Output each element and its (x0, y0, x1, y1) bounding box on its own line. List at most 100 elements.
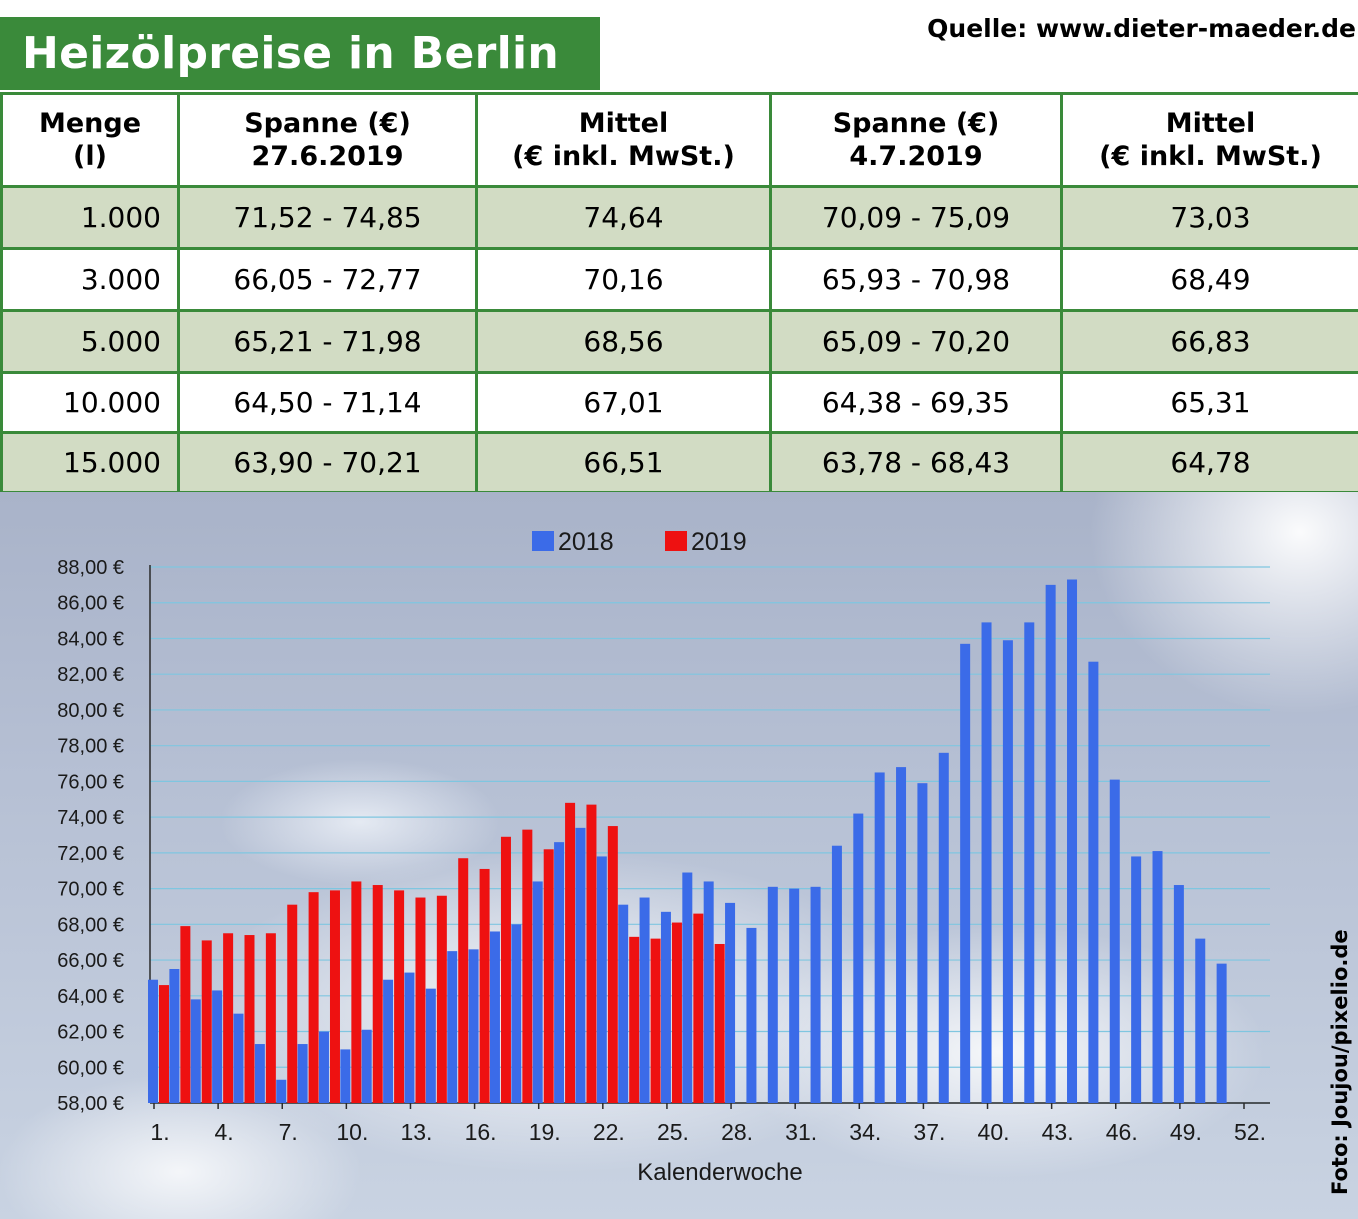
bar-2019-week-24 (650, 938, 661, 1103)
bar-2018-week-3 (190, 999, 201, 1103)
bar-2018-week-44 (1067, 579, 1078, 1103)
cell-mittel-2: 64,78 (1060, 431, 1358, 494)
table-row: 10.000 64,50 - 71,14 67,01 64,38 - 69,35… (0, 371, 1358, 434)
chart-area: 58,00 € 60,00 € 62,00 € 64,00 € 66,00 € 68,00… (0, 492, 1358, 1219)
cell-spanne-2: 65,09 - 70,20 (769, 309, 1063, 374)
bar-2018-week-34 (853, 813, 864, 1103)
bar-2018-week-18 (511, 924, 522, 1103)
bar-2019-week-27 (714, 943, 725, 1103)
header-menge: Menge (l) (0, 92, 180, 188)
bar-2019-week-11 (372, 885, 383, 1103)
bar-2018-week-8 (297, 1044, 308, 1103)
bar-2018-week-47 (1131, 856, 1142, 1103)
bar-2018-week-22 (596, 856, 607, 1103)
bar-2019-week-5 (244, 935, 255, 1103)
cell-spanne-2: 70,09 - 75,09 (769, 185, 1063, 250)
cell-spanne-2: 63,78 - 68,43 (769, 431, 1063, 494)
bar-2019-week-19 (543, 849, 554, 1103)
bar-2018-week-14 (425, 988, 436, 1103)
cell-mittel-1: 66,51 (475, 431, 772, 494)
x-tick-label: 43. (1042, 1119, 1074, 1145)
bar-2018-week-16 (468, 949, 479, 1103)
bar-2018-week-11 (361, 1029, 372, 1103)
y-tick-label: 60,00 € (57, 1057, 124, 1079)
bar-2019-week-23 (629, 936, 640, 1103)
cell-mittel-2: 73,03 (1060, 185, 1358, 250)
bar-2019-week-8 (308, 892, 319, 1103)
x-tick-label: 19. (529, 1119, 561, 1145)
cell-mittel-1: 70,16 (475, 247, 772, 312)
bar-2019-week-16 (479, 868, 490, 1103)
cell-mittel-1: 68,56 (475, 309, 772, 374)
cell-mittel-2: 66,83 (1060, 309, 1358, 374)
header-spanne-1: Spanne (€) 27.6.2019 (177, 92, 478, 188)
bar-chart: 58,00 € 60,00 € 62,00 € 64,00 € 66,00 € 68,00… (57, 528, 1270, 1186)
cell-spanne-1: 71,52 - 74,85 (177, 185, 478, 250)
y-tick-label: 82,00 € (57, 664, 124, 686)
bar-2019-week-15 (458, 858, 469, 1103)
table-header-row: Menge (l) Spanne (€) 27.6.2019 Mittel (€ in… (0, 92, 1358, 188)
bar-2018-week-36 (896, 767, 907, 1103)
bar-2018-week-2 (169, 969, 180, 1103)
cell-spanne-1: 64,50 - 71,14 (177, 371, 478, 434)
x-tick-label: 7. (279, 1119, 298, 1145)
source-label: Quelle: www.dieter-maeder.de (927, 14, 1356, 43)
table-row: 1.000 71,52 - 74,85 74,64 70,09 - 75,09 … (0, 185, 1358, 250)
y-tick-label: 72,00 € (57, 843, 124, 865)
bar-2018-week-23 (618, 904, 629, 1103)
bar-2018-week-43 (1045, 584, 1056, 1103)
cell-menge: 5.000 (0, 309, 180, 374)
bar-2018-week-38 (938, 752, 949, 1103)
legend-swatch-2018 (532, 531, 554, 551)
bar-2018-week-27 (703, 881, 714, 1103)
bar-2019-week-21 (586, 804, 597, 1103)
bar-2019-week-12 (394, 890, 405, 1103)
x-tick-label: 46. (1106, 1119, 1138, 1145)
bar-2018-week-33 (831, 845, 842, 1103)
x-tick-label: 37. (913, 1119, 945, 1145)
cell-mittel-1: 67,01 (475, 371, 772, 434)
bar-2018-week-10 (340, 1049, 351, 1103)
x-tick-label: 34. (849, 1119, 881, 1145)
bar-2019-week-13 (415, 897, 426, 1103)
bar-2018-week-1 (148, 979, 158, 1103)
bar-2018-week-5 (233, 1013, 244, 1103)
bar-2018-week-31 (789, 888, 800, 1103)
cell-spanne-1: 63,90 - 70,21 (177, 431, 478, 494)
table-row: 15.000 63,90 - 70,21 66,51 63,78 - 68,43… (0, 431, 1358, 494)
cell-menge: 15.000 (0, 431, 180, 494)
bar-2018-week-13 (404, 972, 415, 1103)
bar-2019-week-26 (693, 913, 704, 1103)
bar-2018-week-48 (1152, 851, 1163, 1103)
x-tick-label: 1. (150, 1119, 169, 1145)
x-axis-label: Kalenderwoche (637, 1159, 802, 1186)
bar-2019-week-20 (565, 802, 576, 1103)
bar-2018-week-12 (383, 979, 394, 1103)
bar-2019-week-7 (287, 904, 298, 1103)
x-tick-label: 49. (1170, 1119, 1202, 1145)
table-row: 5.000 65,21 - 71,98 68,56 65,09 - 70,20 … (0, 309, 1358, 374)
bar-2018-week-35 (874, 772, 885, 1103)
x-tick-label: 40. (978, 1119, 1010, 1145)
y-tick-label: 80,00 € (57, 700, 124, 722)
bar-2018-week-37 (917, 783, 928, 1103)
y-tick-label: 86,00 € (57, 593, 124, 615)
x-tick-label: 4. (215, 1119, 234, 1145)
y-tick-label: 84,00 € (57, 628, 124, 650)
cell-mittel-2: 68,49 (1060, 247, 1358, 312)
bar-2019-week-6 (265, 933, 276, 1103)
cell-spanne-2: 65,93 - 70,98 (769, 247, 1063, 312)
cell-mittel-1: 74,64 (475, 185, 772, 250)
bar-2018-week-42 (1024, 622, 1035, 1103)
cell-menge: 10.000 (0, 371, 180, 434)
x-tick-label: 22. (593, 1119, 625, 1145)
x-tick-label: 52. (1234, 1119, 1266, 1145)
bar-2018-week-51 (1216, 963, 1227, 1103)
bar-2018-week-29 (746, 927, 757, 1103)
bar-2018-week-50 (1195, 938, 1206, 1103)
bar-2018-week-6 (254, 1044, 265, 1103)
bar-2018-week-26 (682, 872, 693, 1103)
x-tick-label: 28. (721, 1119, 753, 1145)
cell-spanne-1: 66,05 - 72,77 (177, 247, 478, 312)
x-tick-label: 31. (785, 1119, 817, 1145)
